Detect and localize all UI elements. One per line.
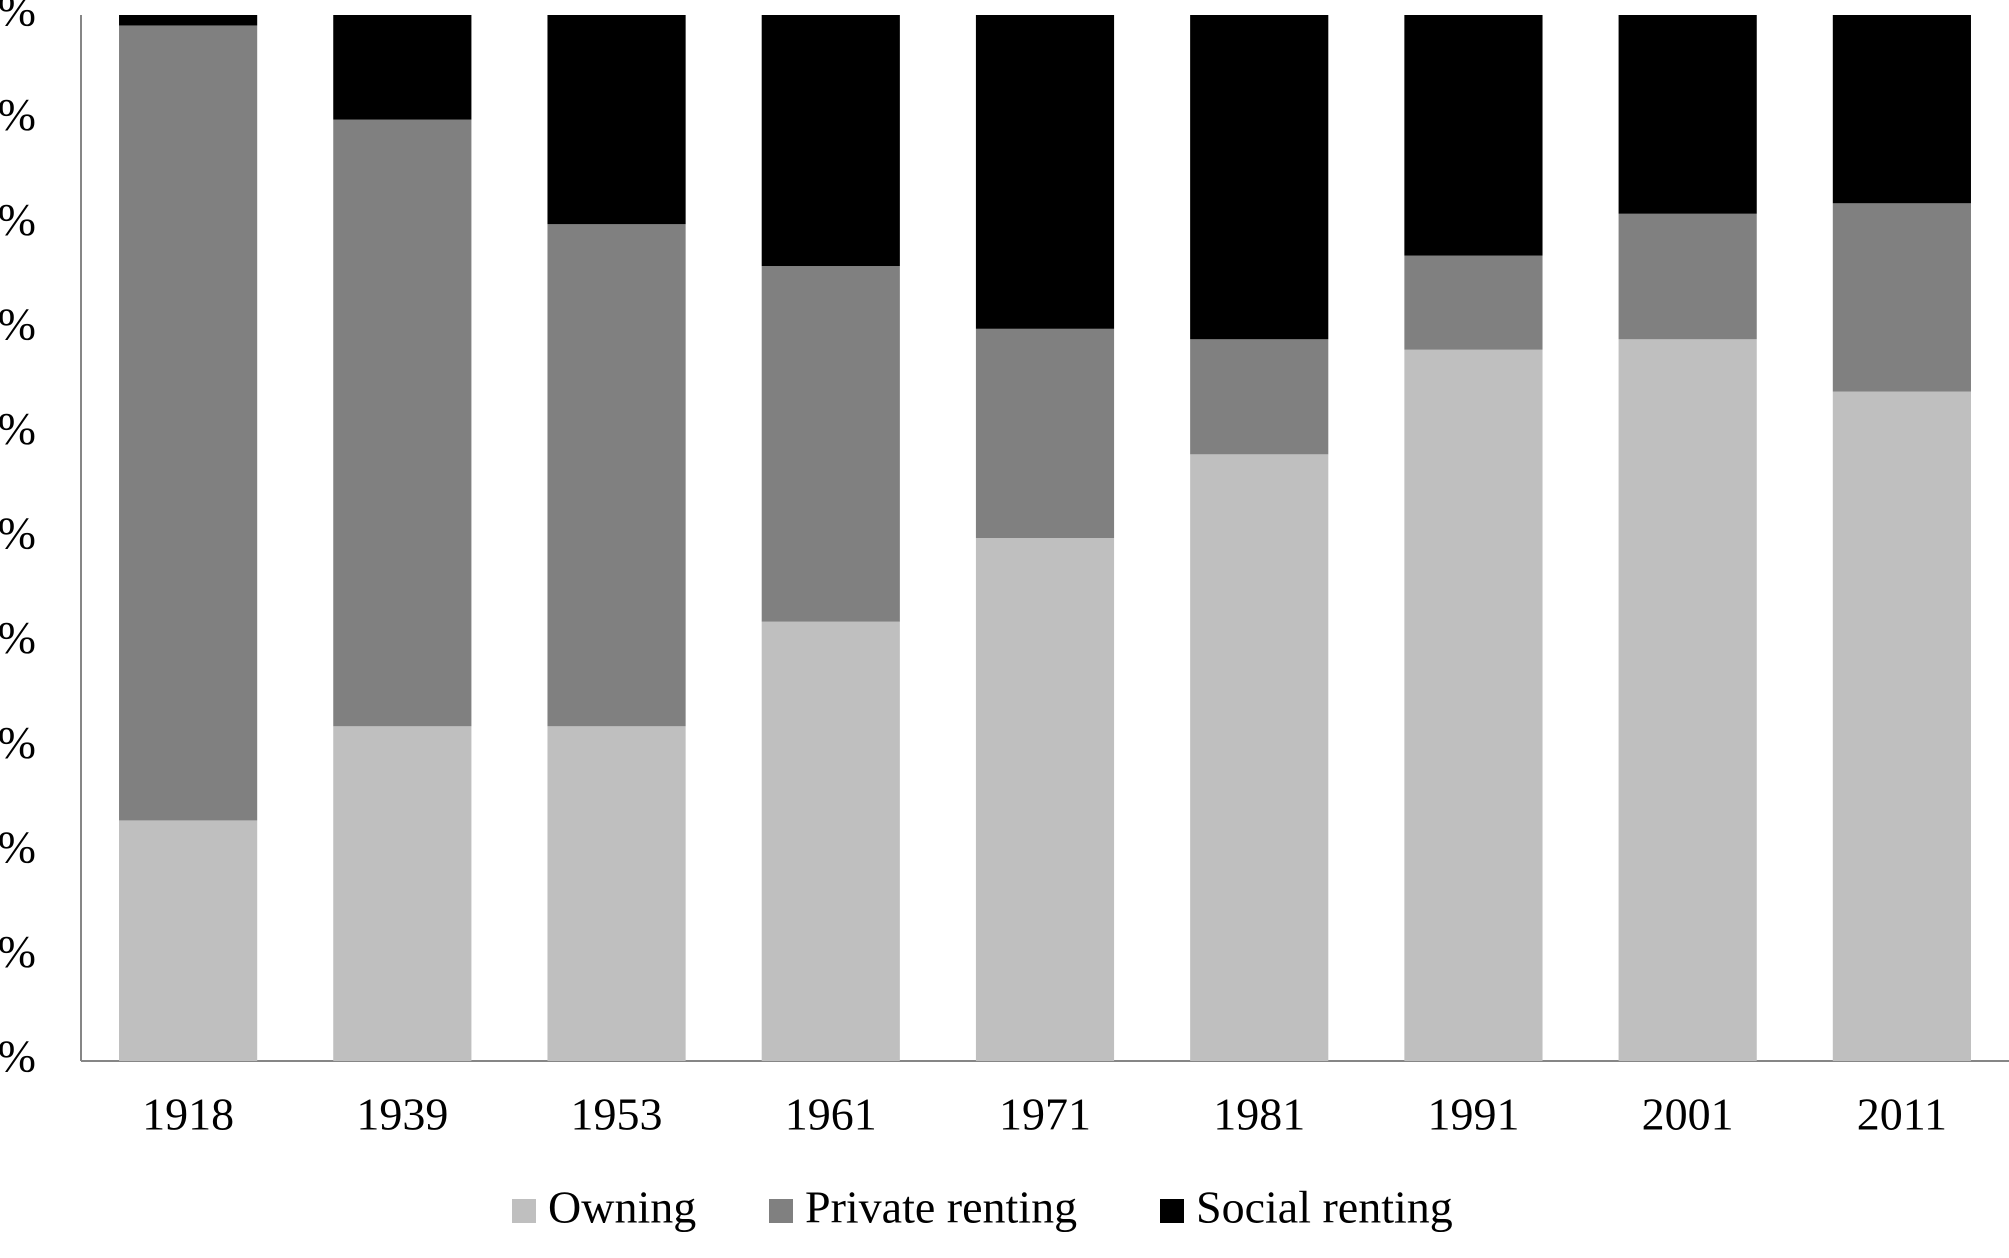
legend-label: Private renting [805,1182,1077,1233]
bar-segment [1404,255,1543,350]
bar-segment [1832,15,1971,204]
y-tick-label: 90% [0,89,36,140]
x-tick-label: 1991 [1427,1089,1519,1140]
legend-swatch [512,1199,536,1223]
y-tick-label: 80% [0,194,36,245]
bar-segment [1832,391,1971,1061]
y-tick-label: 20% [0,821,36,872]
legend-label: Owning [548,1182,696,1233]
bar-segment [333,15,472,120]
y-tick-label: 0% [0,1031,36,1082]
bar-segment [119,25,258,821]
x-tick-label: 1971 [999,1089,1091,1140]
bar-segment [975,538,1115,1061]
bar-segment [547,15,686,225]
x-tick-label: 2001 [1642,1089,1734,1140]
bar-segment [1618,15,1757,214]
y-tick-label: 50% [0,508,36,559]
bar-segment [1618,213,1757,340]
bar-segment [1190,339,1329,455]
bar-segment [1832,203,1971,392]
y-tick-label: 30% [0,717,36,768]
bar-segment [1618,339,1757,1061]
bar-segment [1190,454,1329,1061]
bar-segment [119,820,258,1061]
y-tick-label: 60% [0,403,36,454]
x-tick-label: 1939 [356,1089,448,1140]
x-tick-label: 1918 [142,1089,234,1140]
bar-segment [1404,349,1543,1062]
bar-segment [975,328,1115,538]
bar-segment [761,15,900,267]
x-tick-label: 1953 [571,1089,663,1140]
bar-segment [333,119,472,727]
bar-segment [333,726,472,1061]
bar-segment [1404,15,1543,256]
y-tick-label: 40% [0,612,36,663]
bar-segment [547,224,686,727]
x-tick-label: 2011 [1857,1089,1947,1140]
bar-segment [761,266,900,622]
y-tick-label: 70% [0,298,36,349]
legend-swatch [1160,1199,1184,1223]
bar-segment [547,726,686,1061]
x-tick-label: 1981 [1213,1089,1305,1140]
bar-segment [119,15,258,26]
bar-segment [975,15,1115,329]
bar-segment [1190,15,1329,340]
bar-segment [761,621,900,1061]
y-tick-label: 100% [0,0,36,36]
legend-label: Social renting [1196,1182,1453,1233]
y-tick-label: 10% [0,926,36,977]
legend-swatch [769,1199,793,1223]
x-tick-label: 1961 [785,1089,877,1140]
